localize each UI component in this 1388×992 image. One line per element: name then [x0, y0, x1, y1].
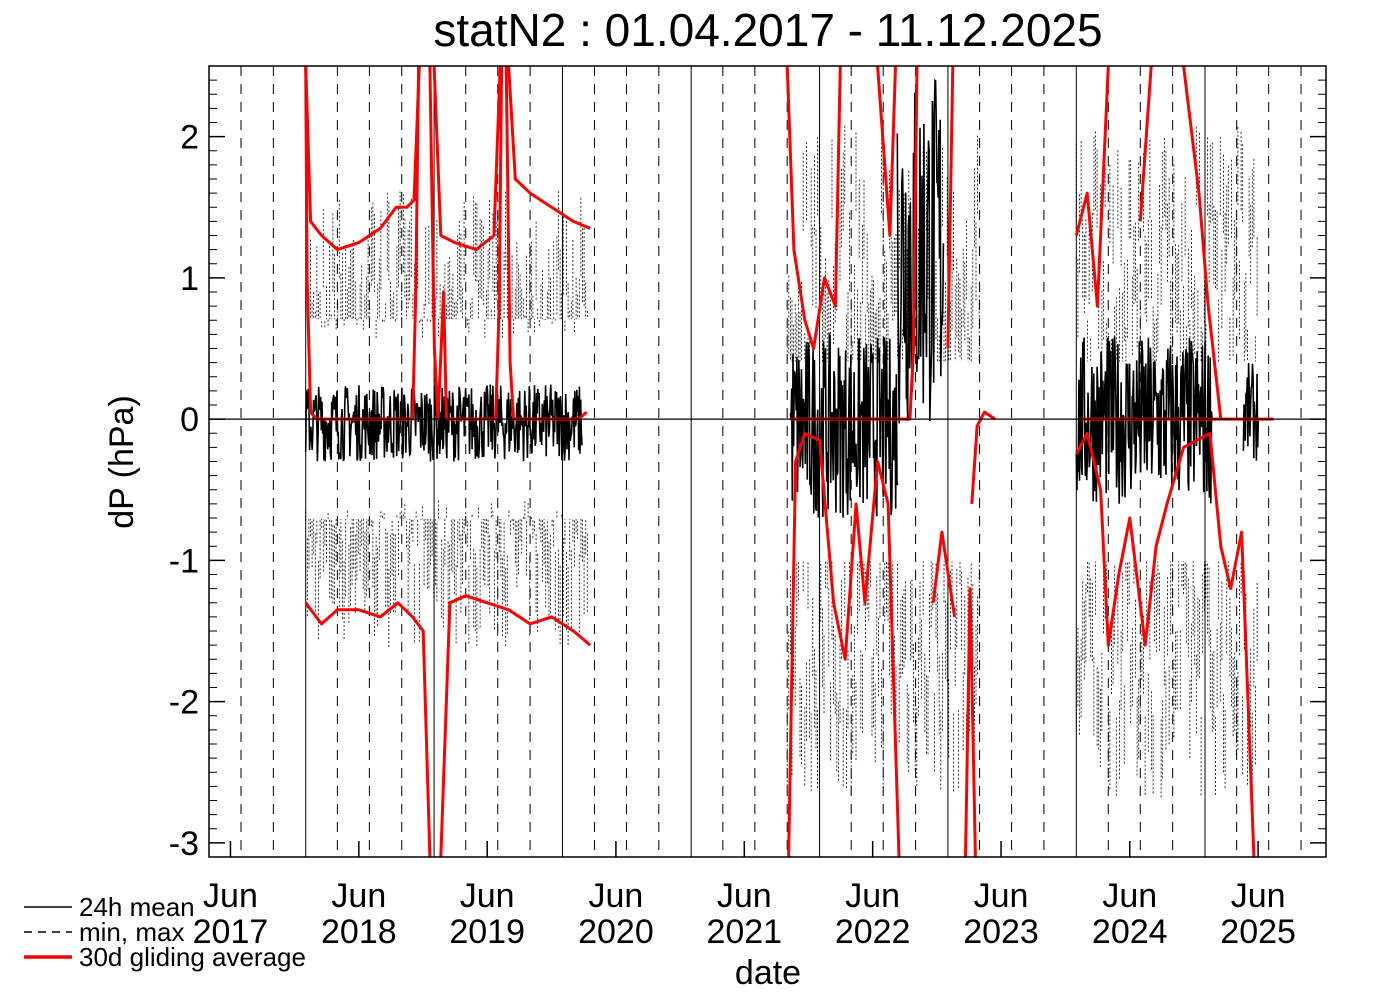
legend-label: 24h mean	[79, 892, 195, 922]
x-tick-year-label: 2017	[193, 913, 269, 951]
gliding-average-max-line	[432, 66, 502, 252]
daily-mean-range	[304, 384, 583, 462]
gliding-average-mean-line	[304, 66, 421, 421]
gliding-average-min-line	[964, 587, 977, 857]
gliding-average-max-line	[876, 66, 897, 237]
x-tick-month-label: Jun	[203, 877, 258, 915]
gliding-average-min-line	[304, 601, 432, 857]
x-tick-month-label: Jun	[460, 877, 515, 915]
gliding-average-series	[304, 66, 1274, 857]
chart-title: statN2 : 01.04.2017 - 11.12.2025	[433, 4, 1102, 56]
x-tick-month-label: Jun	[1102, 877, 1157, 915]
x-tick-month-label: Jun	[589, 877, 644, 915]
y-tick-label: -3	[169, 825, 199, 863]
daily-mean-series	[304, 78, 1260, 518]
y-tick-label: 2	[180, 119, 199, 157]
gliding-average-min-line	[787, 431, 901, 857]
x-tick-year-label: 2023	[963, 913, 1039, 951]
gliding-average-max-line	[785, 66, 842, 350]
x-tick-month-label: Jun	[845, 877, 900, 915]
daily-mean-range	[896, 78, 945, 424]
daily-mean-range	[1075, 336, 1213, 504]
x-tick-month-label: Jun	[331, 877, 386, 915]
gliding-average-max-line	[1138, 66, 1153, 222]
daily-mean-range	[1242, 363, 1260, 461]
gliding-average-max-line	[1182, 66, 1223, 420]
gliding-average-min-line	[439, 594, 592, 857]
x-tick-year-label: 2018	[321, 913, 397, 951]
x-tick-month-label: Jun	[974, 877, 1029, 915]
gliding-average-max-line	[1074, 66, 1110, 308]
min-max-series	[305, 125, 1258, 798]
gliding-average-max-line	[304, 66, 421, 252]
x-tick-year-label: 2020	[578, 913, 654, 951]
gliding-average-max-line	[507, 66, 591, 230]
y-axis-label: dP (hPa)	[103, 395, 141, 529]
x-tick-month-label: Jun	[717, 877, 772, 915]
gliding-average-mean-line	[970, 410, 996, 505]
x-tick-year-label: 2022	[835, 913, 911, 951]
legend-label: min, max	[79, 917, 184, 947]
x-tick-year-label: 2019	[449, 913, 525, 951]
gliding-average-min-line	[931, 530, 957, 618]
x-tick-year-label: 2024	[1092, 913, 1168, 951]
x-tick-year-label: 2025	[1220, 913, 1296, 951]
y-tick-label: 1	[180, 260, 199, 298]
y-tick-label: -1	[169, 542, 199, 580]
gliding-average-min-line	[1074, 431, 1256, 857]
x-tick-month-label: Jun	[1231, 877, 1286, 915]
daily-mean-range	[789, 331, 899, 518]
gliding-average-max-line	[946, 66, 955, 349]
gliding-average-mean-line	[504, 66, 588, 421]
y-tick-label: 0	[180, 401, 199, 439]
y-tick-label: -2	[169, 684, 199, 722]
legend-label: 30d gliding average	[79, 942, 306, 972]
x-axis-label: date	[735, 954, 801, 992]
y-axis-ticks: -3 -2 -1 0 1 2	[169, 79, 1326, 863]
min-max-range	[786, 125, 980, 796]
x-axis-ticks: Jun2017Jun2018Jun2019Jun2020Jun2021Jun20…	[193, 841, 1296, 951]
x-tick-year-label: 2021	[706, 913, 782, 951]
min-max-range	[1075, 126, 1258, 798]
gliding-average-mean-line	[428, 66, 504, 421]
